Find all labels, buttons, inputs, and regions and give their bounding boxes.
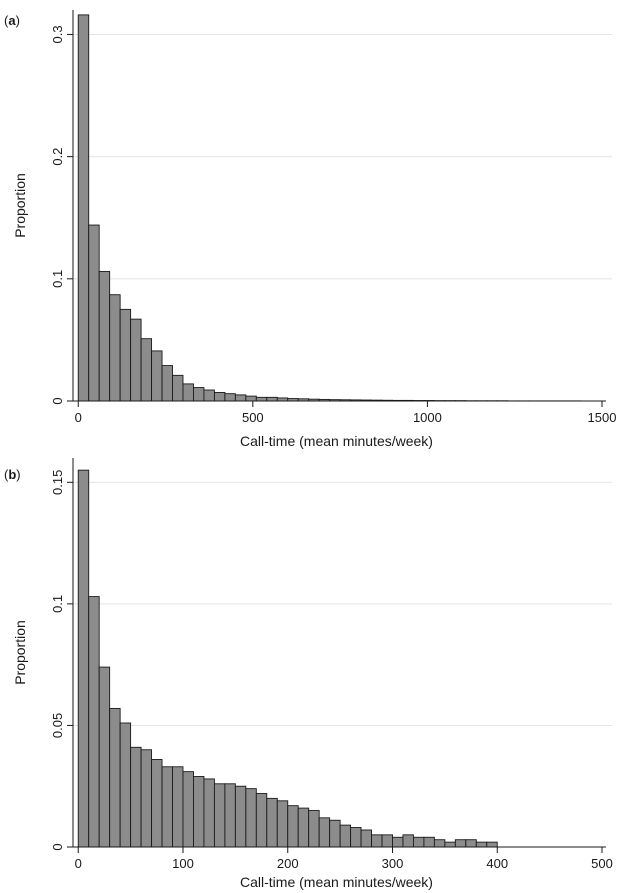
- panel-b-bar-0: [77, 469, 90, 848]
- panel-b-bar-21: [297, 807, 310, 848]
- panel-b-bar-31: [402, 834, 414, 848]
- panel-b-bar-10: [182, 771, 194, 848]
- panel-a-bar-6: [140, 338, 153, 402]
- panel-b-bar-8: [161, 766, 173, 848]
- panel-b-bar-26: [350, 827, 362, 848]
- panel-a-bar-9: [172, 374, 184, 402]
- panel-b-bar-18: [266, 797, 278, 848]
- panel-a-bar-0: [77, 14, 90, 402]
- panel-b-bar-23: [318, 817, 331, 848]
- panel-b-bar-24: [329, 819, 341, 848]
- panel-b-bar-28: [371, 834, 383, 848]
- panel-a-bar-5: [130, 318, 142, 402]
- panel-a-bar-8: [161, 365, 173, 402]
- panel-b-bar-27: [360, 829, 372, 848]
- panel-b-bar-25: [339, 824, 352, 848]
- panel-b-x-axis-title: Call-time (mean minutes/week): [240, 874, 433, 890]
- panel-b-bar-9: [172, 766, 184, 848]
- panel-b-bar-2: [98, 666, 111, 848]
- panel-b-bar-39: [486, 841, 498, 848]
- panel-a-y-axis-title: Proportion: [12, 173, 28, 238]
- panel-a-x-tick-label-3: 1500: [588, 410, 617, 425]
- panel-b-x-tick-label-5: 500: [591, 856, 613, 871]
- panel-a-bar-16: [245, 395, 257, 402]
- panel-a-bar-17: [255, 396, 268, 402]
- panel-b-bar-19: [276, 800, 289, 848]
- panel-b-bar-5: [130, 746, 142, 848]
- panel-b-bar-16: [245, 788, 257, 848]
- panel-b-bar-32: [412, 836, 425, 848]
- panel-b-bar-35: [444, 841, 456, 848]
- panel-a-bar-3: [109, 294, 121, 402]
- panel-b-y-tick-label-3: 0.15: [50, 470, 65, 495]
- panel-b-x-tick-label-4: 400: [486, 856, 508, 871]
- panel-a-bar-10: [182, 383, 194, 402]
- panel-a-bar-11: [193, 387, 205, 402]
- panel-b-bar-12: [203, 778, 215, 848]
- panel-b-x-tick-label-1: 100: [172, 856, 194, 871]
- panel-b-y-tick-label-2: 0.1: [50, 595, 65, 613]
- panel-b-bar-38: [475, 841, 488, 848]
- panel-b-bar-1: [88, 596, 100, 848]
- panel-a-y-tick-label-3: 0.3: [50, 25, 65, 43]
- panel-b-bar-11: [193, 776, 205, 848]
- panel-a-y-tick-label-1: 0.1: [50, 270, 65, 288]
- panel-b-bar-36: [454, 839, 467, 848]
- panel-b-bar-29: [381, 834, 393, 848]
- panel-a-bar-13: [213, 391, 226, 402]
- panel-b-y-tick-label-1: 0.05: [50, 713, 65, 738]
- panel-a-bar-12: [203, 389, 215, 402]
- panel-a-bar-14: [224, 393, 236, 402]
- panel-b-label: (b): [4, 467, 21, 482]
- panel-b-bar-6: [140, 749, 153, 848]
- panel-b-x-tick-label-3: 300: [382, 856, 404, 871]
- panel-a-bar-2: [98, 271, 111, 402]
- panel-b-x-tick-label-0: 0: [75, 856, 82, 871]
- panel-a-y-tick-label-2: 0.2: [50, 148, 65, 166]
- panel-b-bar-4: [119, 722, 132, 848]
- panel-a-x-tick-label-1: 500: [242, 410, 264, 425]
- panel-a-bar-4: [119, 308, 132, 402]
- panel-a-bar-1: [88, 224, 100, 402]
- panel-a-y-tick-label-0: 0: [50, 397, 65, 404]
- panel-b-bar-34: [433, 839, 446, 848]
- panel-a-label: (a): [4, 13, 20, 28]
- panel-a-x-axis-title: Call-time (mean minutes/week): [240, 433, 433, 449]
- panel-b-bar-30: [392, 836, 404, 848]
- panel-b-bar-13: [213, 783, 226, 848]
- panel-b-y-axis-title: Proportion: [12, 620, 28, 685]
- panel-b-x-tick-label-2: 200: [277, 856, 299, 871]
- panel-a-bar-7: [151, 350, 163, 402]
- panel-b-bar-14: [224, 783, 236, 848]
- panel-a-bar-18: [266, 396, 278, 402]
- panel-b-bar-37: [465, 839, 477, 848]
- panel-b-bar-15: [234, 785, 247, 848]
- panel-b-bar-20: [287, 805, 299, 848]
- panel-b-bar-17: [255, 793, 268, 848]
- panel-a-x-tick-label-2: 1000: [413, 410, 442, 425]
- panel-b-y-tick-label-0: 0: [50, 843, 65, 850]
- panel-a-x-tick-label-0: 0: [75, 410, 82, 425]
- panel-b-bar-22: [308, 810, 320, 848]
- panel-b-bar-7: [151, 759, 163, 848]
- panel-b-bar-33: [423, 836, 435, 848]
- panel-b-bar-3: [109, 707, 121, 848]
- panel-a-bar-15: [234, 394, 247, 402]
